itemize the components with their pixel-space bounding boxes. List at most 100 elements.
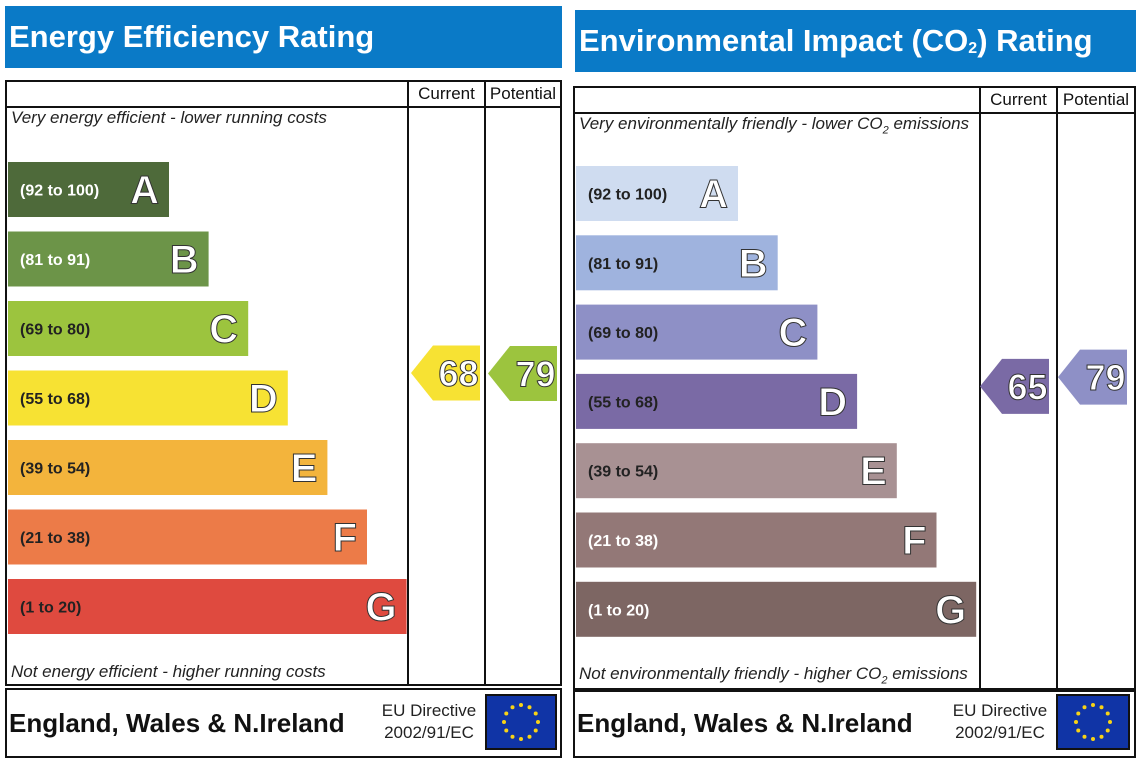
band-letter-label: E — [860, 450, 887, 494]
band-letter-label: A — [699, 173, 728, 217]
band-range-label: (21 to 38) — [588, 533, 658, 550]
potential-rating-arrow: 79 — [488, 346, 557, 401]
eu-star — [527, 705, 532, 710]
band-range-label: (1 to 20) — [588, 602, 649, 619]
eu-star — [1076, 728, 1081, 733]
energy-eu-directive: EU Directive 2002/91/EC — [381, 701, 477, 742]
potential-arrow-shape — [1058, 349, 1127, 405]
eu-star — [519, 703, 523, 707]
eu-star — [533, 728, 538, 733]
band-e: (39 to 54) E — [8, 440, 328, 495]
eu-star — [504, 711, 509, 716]
band-range-label: (1 to 20) — [20, 600, 81, 617]
band-a: (92 to 100) A — [576, 166, 738, 221]
env-eu-directive: EU Directive 2002/91/EC — [952, 701, 1048, 742]
band-range-label: (81 to 91) — [20, 252, 90, 269]
eu-star — [1105, 728, 1110, 733]
band-bar-a — [8, 162, 169, 217]
eu-star — [1108, 720, 1112, 724]
band-letter-label: F — [902, 519, 926, 563]
potential-arrow-shape — [488, 346, 557, 401]
band-letter-label: D — [249, 377, 278, 421]
band-bar-e — [576, 443, 897, 499]
band-c: (69 to 80) C — [8, 301, 249, 356]
band-bar-c — [8, 301, 249, 356]
eu-star — [1082, 705, 1087, 710]
band-bar-f — [8, 509, 367, 565]
eu-star — [504, 728, 509, 733]
band-range-label: (55 to 68) — [20, 391, 90, 408]
band-bar-c — [576, 304, 818, 360]
band-range-label: (39 to 54) — [20, 461, 90, 478]
current-rating-arrow: 68 — [411, 345, 480, 401]
band-range-label: (69 to 80) — [588, 325, 658, 342]
environmental-impact-panel: Environmental Impact (CO 2) Rating Curren… — [570, 0, 1140, 761]
eu-flag-icon — [1056, 694, 1130, 750]
band-letter-label: C — [209, 308, 238, 352]
env-top-caption: Very environmentally friendly - lower CO… — [579, 114, 970, 137]
energy-bottom-caption: Not energy efficient - higher running co… — [11, 662, 326, 681]
potential-rating-value: 79 — [1085, 357, 1125, 398]
band-range-label: (21 to 38) — [20, 530, 90, 547]
band-bar-d — [8, 370, 288, 426]
eu-star — [502, 720, 506, 724]
env-footer-box — [573, 690, 1136, 758]
env-title: Environmental Impact (CO 2) Rating — [575, 10, 1136, 72]
band-bar-a — [576, 166, 738, 221]
energy-current-header: Current — [418, 84, 475, 103]
eu-star — [1082, 734, 1087, 739]
band-letter-label: C — [779, 311, 808, 355]
band-range-label: (92 to 100) — [20, 183, 99, 200]
energy-footer-box — [5, 688, 562, 758]
band-range-label: (69 to 80) — [20, 322, 90, 339]
band-letter-label: B — [739, 242, 768, 286]
eu-star — [1074, 720, 1078, 724]
energy-title: Energy Efficiency Rating — [5, 6, 562, 68]
band-range-label: (81 to 91) — [588, 256, 658, 273]
eu-star — [1091, 703, 1095, 707]
env-footer-region: England, Wales & N.Ireland — [577, 708, 913, 738]
band-range-label: (92 to 100) — [588, 187, 667, 204]
band-letter-label: D — [818, 380, 847, 424]
energy-top-caption: Very energy efficient - lower running co… — [11, 108, 327, 127]
eu-star — [510, 705, 515, 710]
eu-star — [533, 711, 538, 716]
current-rating-arrow: 65 — [980, 358, 1049, 414]
band-letter-label: F — [333, 516, 357, 560]
current-arrow-shape — [980, 358, 1049, 414]
eu-star — [527, 734, 532, 739]
band-b: (81 to 91) B — [8, 231, 209, 287]
band-g: (1 to 20) G — [576, 581, 977, 637]
band-f: (21 to 38) F — [8, 509, 367, 565]
env-rating-chart: (92 to 100) A (81 to 91) B (69 to 80) C (55 to… — [576, 166, 1127, 637]
eu-star — [1099, 734, 1104, 739]
band-bar-b — [8, 231, 209, 287]
band-a: (92 to 100) A — [8, 162, 169, 217]
eu-star — [510, 734, 515, 739]
eu-stars-icon — [502, 703, 540, 741]
eu-star — [536, 720, 540, 724]
band-f: (21 to 38) F — [576, 512, 937, 568]
band-b: (81 to 91) B — [576, 235, 778, 291]
band-bar-b — [576, 235, 778, 291]
current-rating-value: 68 — [438, 353, 478, 394]
band-c: (69 to 80) C — [576, 304, 818, 360]
eu-flag-icon — [485, 694, 557, 750]
eu-star — [519, 737, 523, 741]
band-letter-label: E — [291, 447, 318, 491]
band-letter-label: B — [170, 238, 199, 282]
env-potential-header: Potential — [1062, 90, 1130, 109]
band-bar-g — [576, 581, 977, 637]
band-d: (55 to 68) D — [8, 370, 288, 426]
energy-rating-chart: (92 to 100) A (81 to 91) B (69 to 80) C (55 to… — [8, 162, 557, 634]
current-arrow-shape — [411, 345, 480, 401]
band-letter-label: G — [935, 588, 966, 632]
env-bottom-caption: Not environmentally friendly - higher CO… — [579, 664, 968, 687]
energy-efficiency-panel: Energy Efficiency Rating Current Potenti… — [0, 0, 566, 761]
band-d: (55 to 68) D — [576, 373, 858, 429]
eu-star — [1091, 737, 1095, 741]
energy-footer-region: England, Wales & N.Ireland — [9, 708, 345, 738]
env-current-header: Current — [990, 90, 1047, 109]
energy-potential-header: Potential — [489, 84, 557, 103]
band-bar-g — [8, 579, 407, 634]
